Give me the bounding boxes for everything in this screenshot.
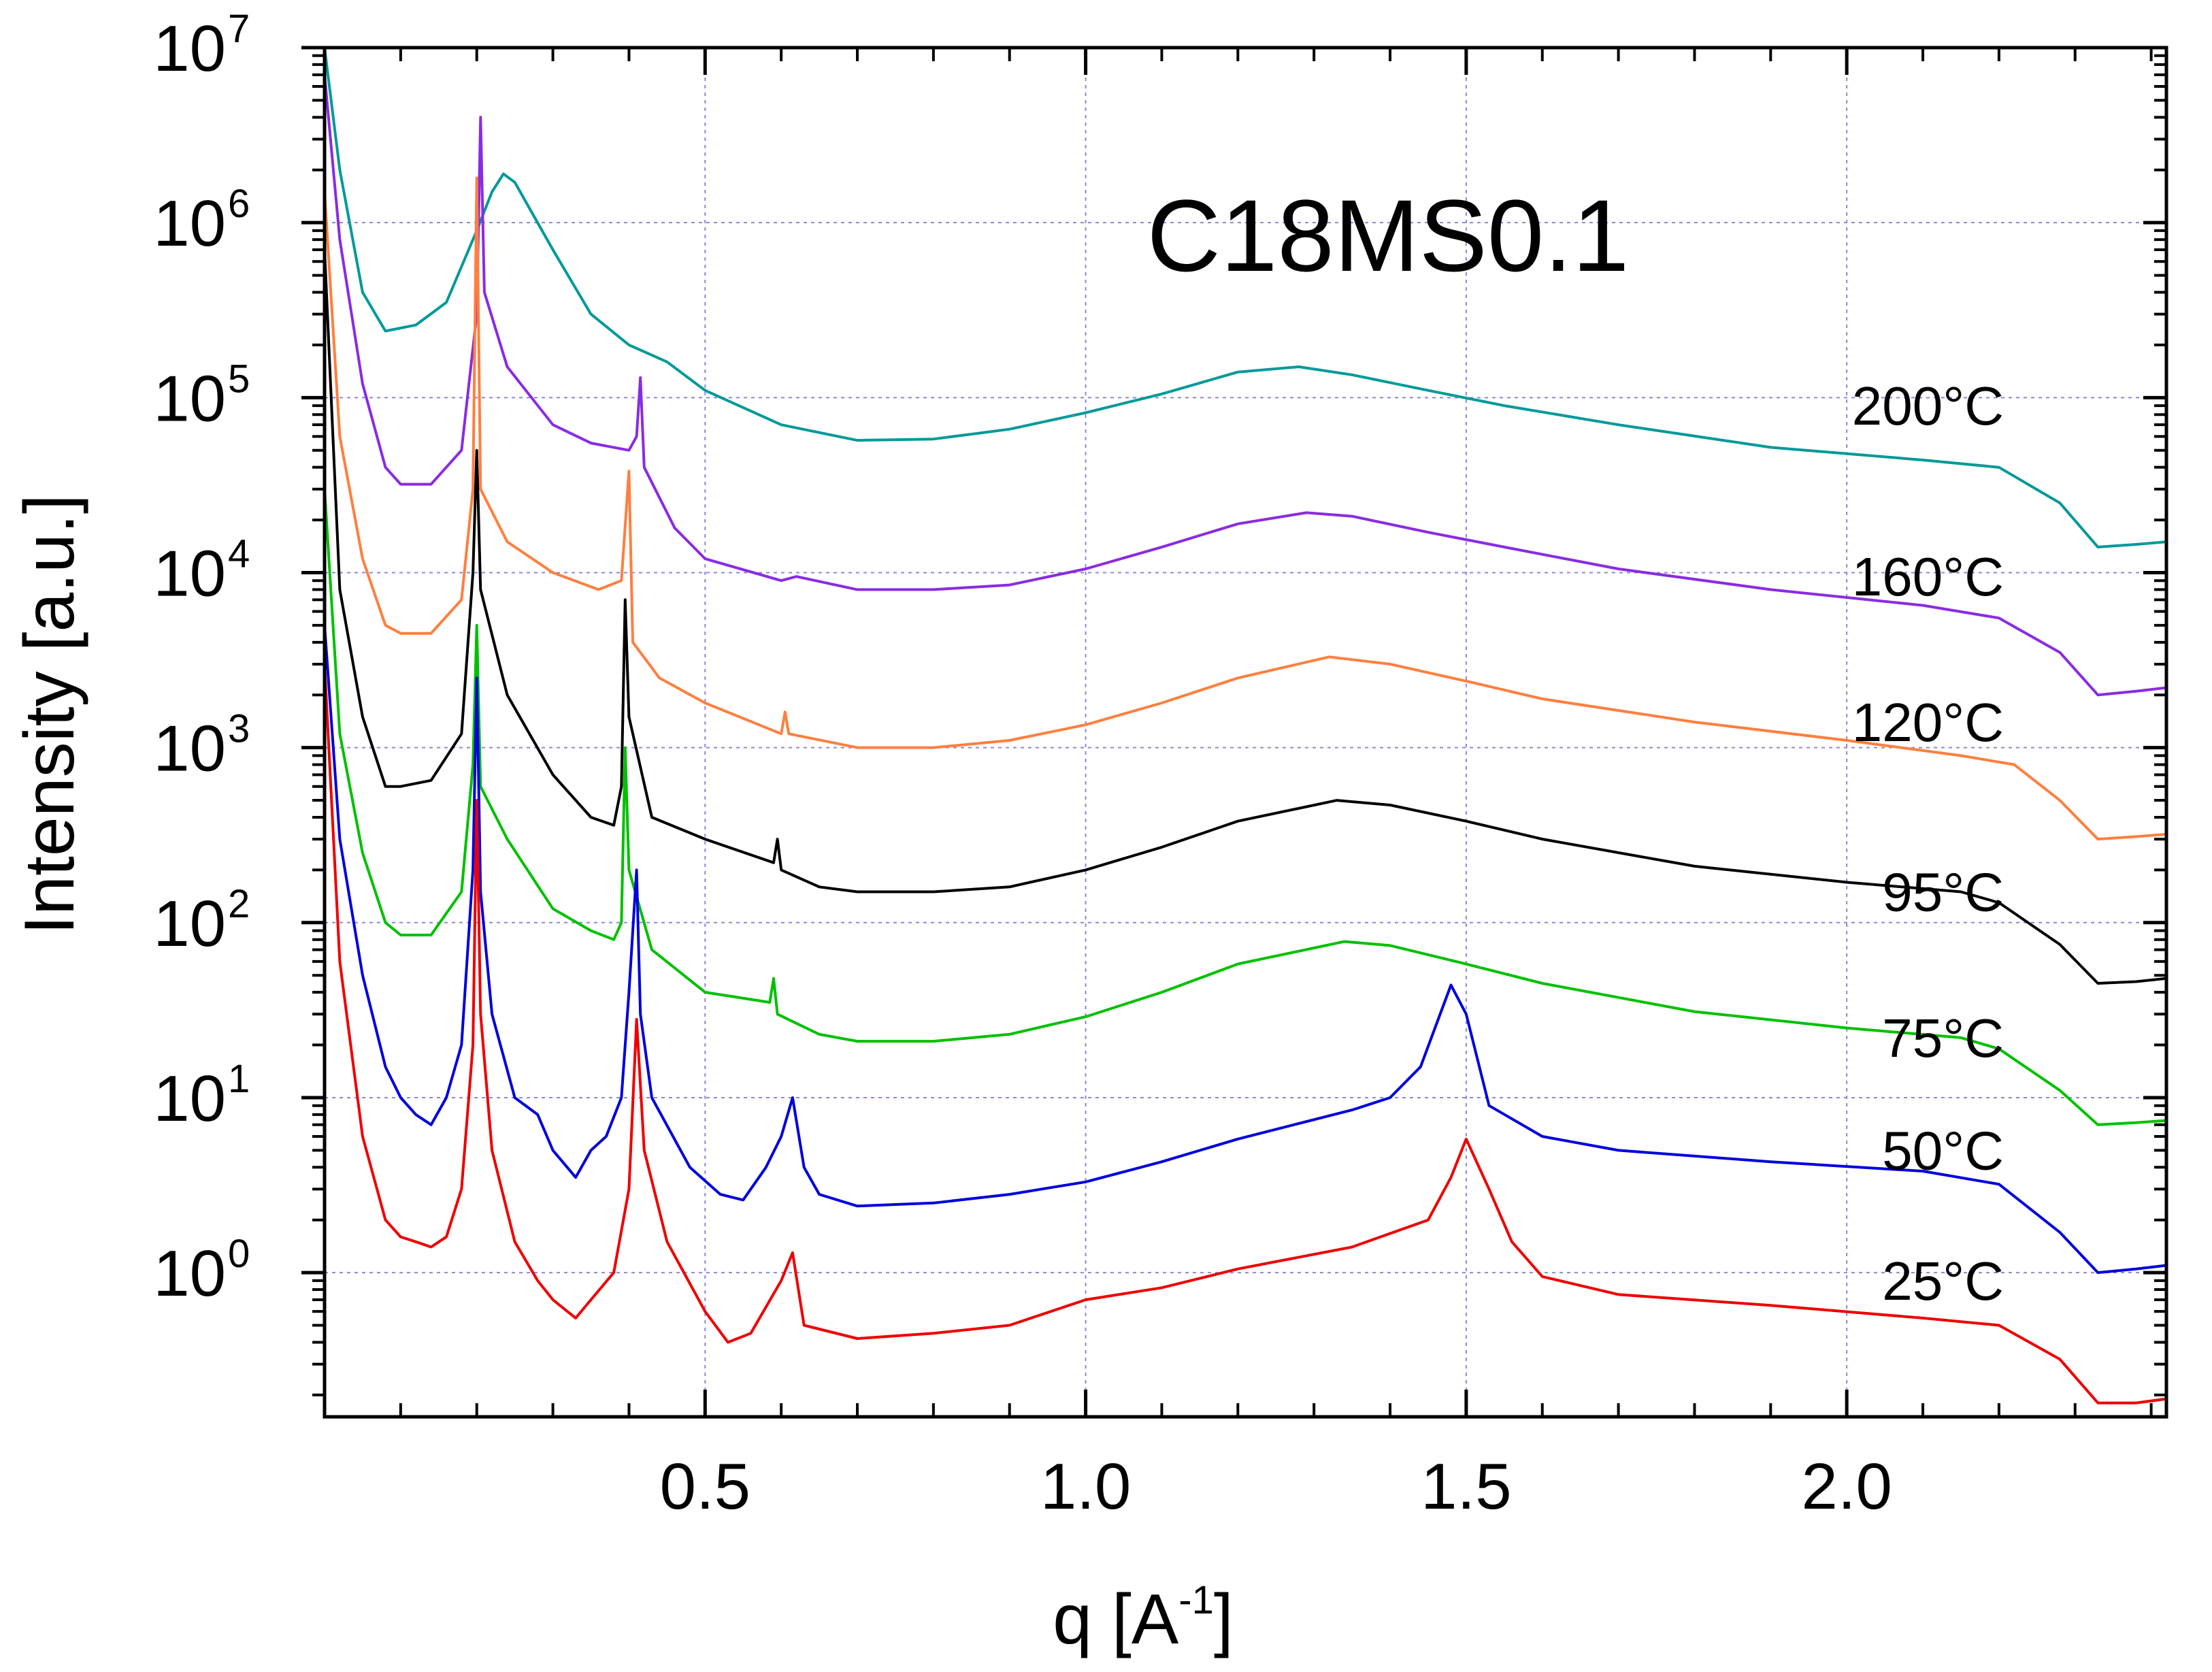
series-label: 160°C bbox=[1852, 546, 2004, 607]
y-tick-exponent: 7 bbox=[228, 7, 250, 51]
y-tick-base: 10 bbox=[153, 187, 226, 260]
y-tick-base: 10 bbox=[153, 887, 226, 960]
y-tick-label: 10 bbox=[153, 1062, 226, 1135]
series-line bbox=[323, 176, 2167, 841]
series-line bbox=[323, 489, 2167, 1126]
x-axis-title-superscript: -1 bbox=[1178, 1578, 1214, 1622]
x-axis-title: q [A-1] bbox=[1053, 1578, 1233, 1659]
y-tick-exponent: 1 bbox=[228, 1057, 250, 1101]
y-tick-exponent: 6 bbox=[228, 182, 250, 226]
axis-ticks bbox=[301, 46, 2166, 1417]
chart-title: C18MS0.1 bbox=[1147, 178, 1630, 293]
x-tick-label: 2.0 bbox=[1801, 1450, 1892, 1523]
y-tick-label: 10 bbox=[153, 12, 226, 85]
y-tick-exponent: 2 bbox=[228, 882, 250, 926]
x-tick-label: 1.0 bbox=[1040, 1450, 1131, 1523]
plot-frame bbox=[323, 46, 2168, 1419]
series-label: 50°C bbox=[1882, 1120, 2004, 1181]
y-tick-label: 10 bbox=[153, 887, 226, 960]
y-tick-exponent: 0 bbox=[228, 1232, 250, 1276]
series-label: 95°C bbox=[1882, 862, 2004, 923]
y-tick-exponent: 3 bbox=[228, 707, 250, 751]
x-axis-title-main: q [A bbox=[1053, 1580, 1179, 1659]
x-tick-label: 0.5 bbox=[660, 1450, 750, 1523]
series-line bbox=[323, 249, 2167, 985]
x-axis-title-suffix: ] bbox=[1214, 1580, 1234, 1659]
series-line bbox=[323, 625, 2167, 1275]
y-tick-exponent: 5 bbox=[228, 357, 250, 401]
series-label: 200°C bbox=[1852, 376, 2004, 436]
y-tick-exponent: 4 bbox=[228, 531, 250, 576]
y-tick-base: 10 bbox=[153, 1062, 226, 1135]
y-tick-base: 10 bbox=[153, 362, 226, 435]
y-tick-label: 10 bbox=[153, 362, 226, 435]
y-tick-label: 10 bbox=[153, 712, 226, 785]
series-line bbox=[323, 47, 2167, 548]
y-tick-base: 10 bbox=[153, 537, 226, 610]
x-tick-label: 1.5 bbox=[1421, 1450, 1511, 1523]
y-tick-base: 10 bbox=[153, 12, 226, 85]
series-group bbox=[323, 47, 2167, 1405]
series-line bbox=[323, 663, 2167, 1405]
y-tick-base: 10 bbox=[153, 1237, 226, 1310]
series-line bbox=[323, 74, 2167, 697]
series-label: 25°C bbox=[1882, 1251, 2004, 1311]
x-tick-labels: 0.5 1.0 1.5 2.0 bbox=[660, 1450, 1892, 1523]
series-label: 75°C bbox=[1882, 1008, 2004, 1068]
y-tick-label: 10 bbox=[153, 187, 226, 260]
y-tick-base: 10 bbox=[153, 712, 226, 785]
y-tick-label: 10 bbox=[153, 1237, 226, 1310]
series-label: 120°C bbox=[1852, 692, 2004, 753]
y-axis-title: Intensity [a.u.] bbox=[10, 494, 89, 934]
series-labels: 200°C 160°C 120°C 95°C 75°C 50°C 25°C bbox=[1852, 376, 2004, 1311]
y-tick-label: 10 bbox=[153, 537, 226, 610]
